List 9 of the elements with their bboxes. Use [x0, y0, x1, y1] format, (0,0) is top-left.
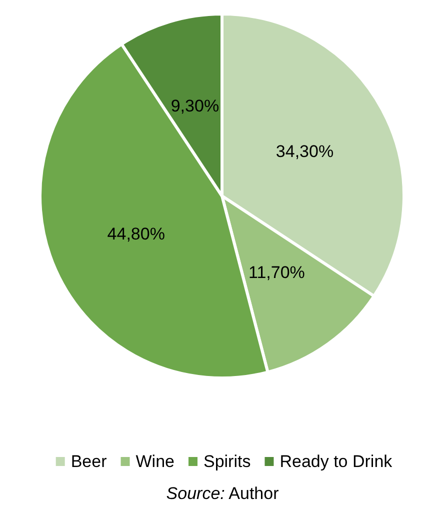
legend-label: Ready to Drink: [280, 452, 393, 471]
source-note: Source: Author: [166, 484, 280, 503]
data-label: 9,30%: [170, 96, 220, 116]
legend-label: Wine: [136, 452, 174, 471]
legend-label: Beer: [70, 452, 108, 471]
data-label: 44,80%: [107, 224, 165, 244]
data-label: 11,70%: [248, 262, 305, 282]
data-label: 34,30%: [276, 142, 334, 161]
legend-label: Spirits: [203, 452, 251, 471]
